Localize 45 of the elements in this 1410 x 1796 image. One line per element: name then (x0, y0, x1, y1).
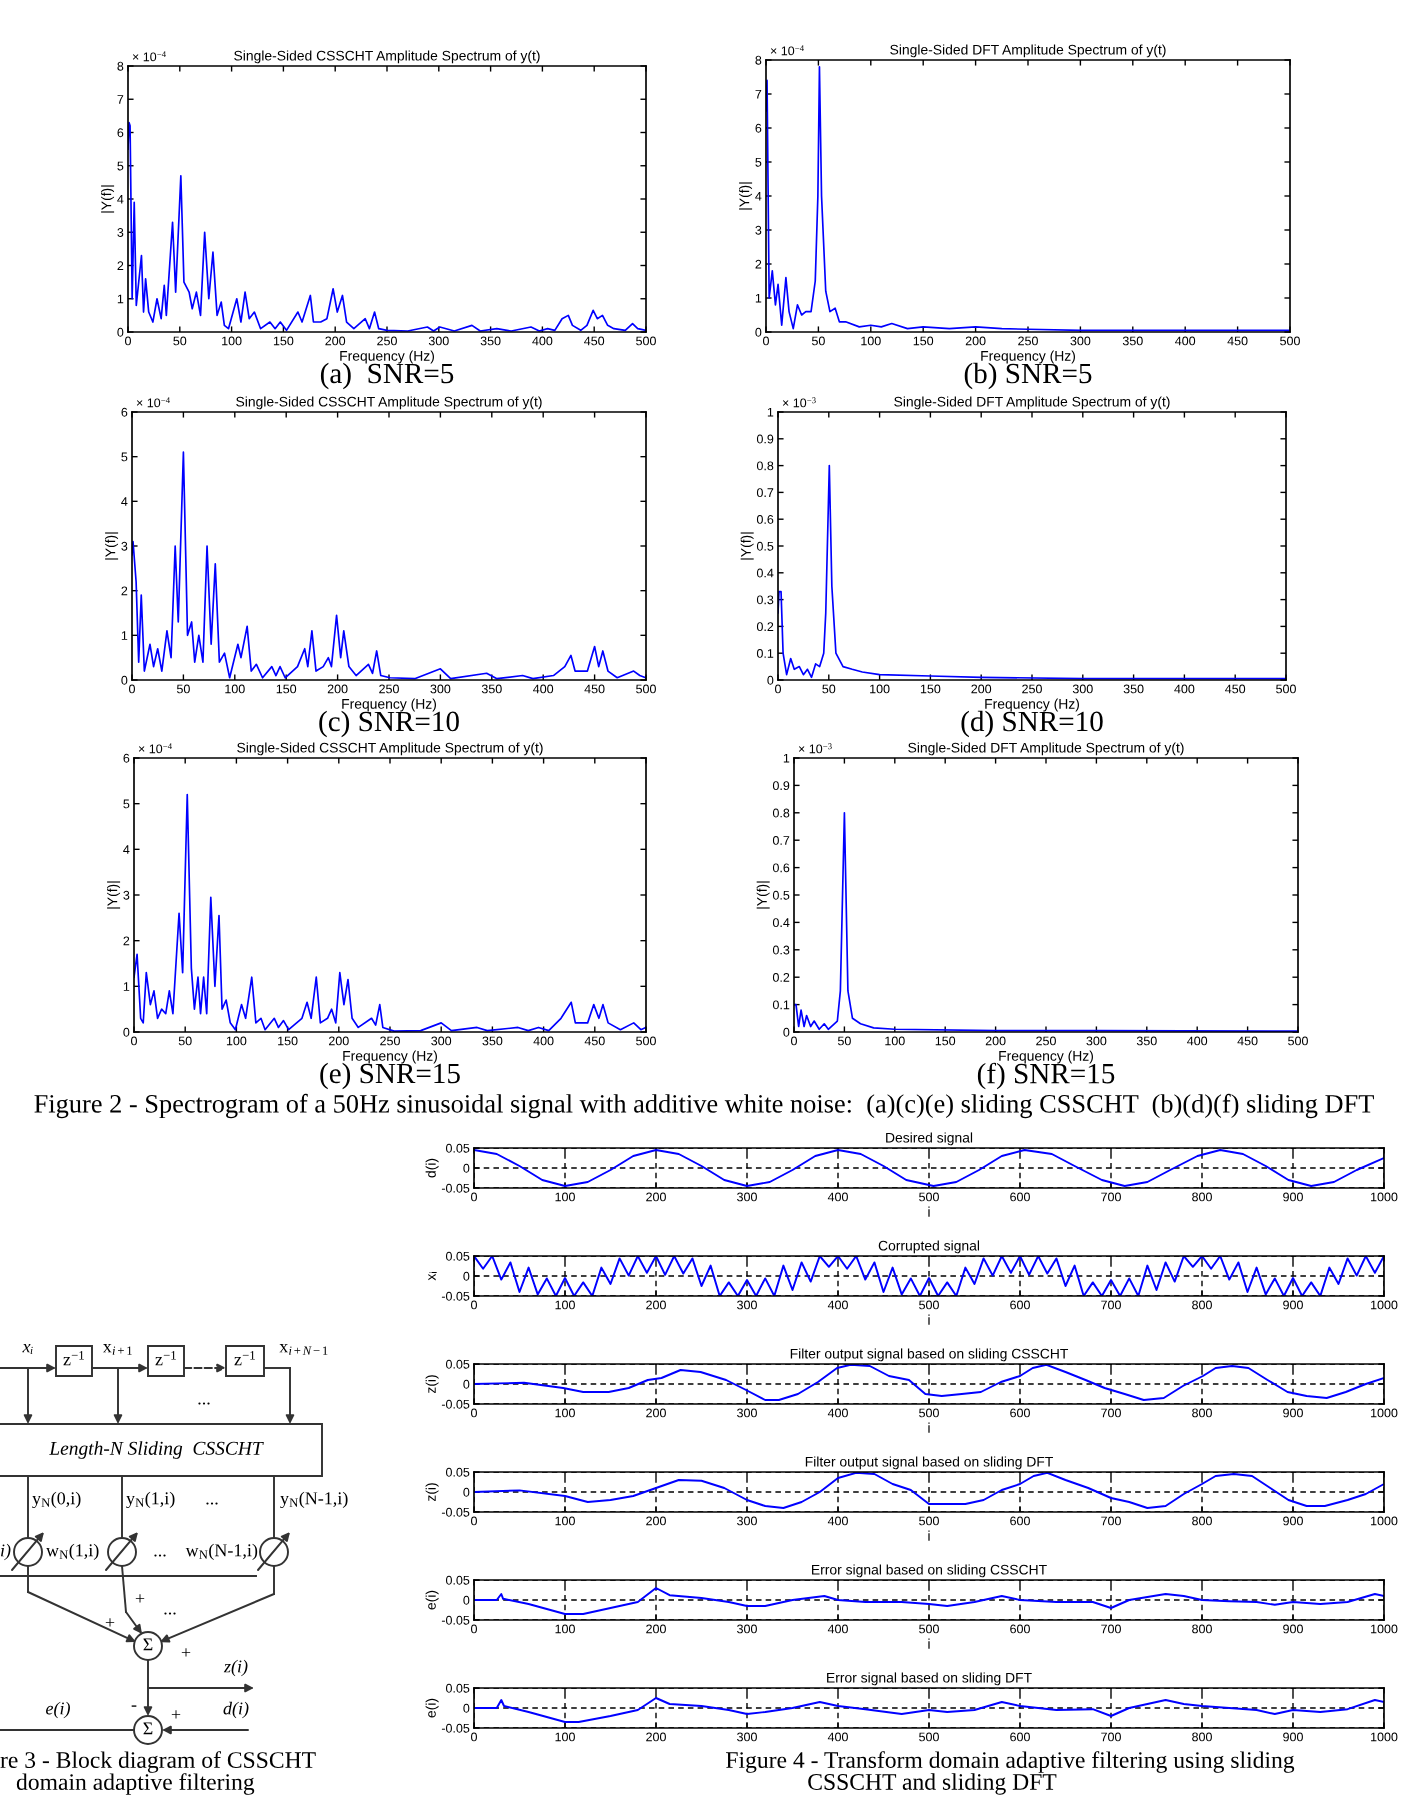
text: ... (198, 1402, 210, 1405)
text: z$^{−1}$ (155, 1351, 176, 1366)
text: (a) SNR=5 (320, 362, 454, 390)
text: domain adaptive filtering (16, 1773, 255, 1795)
text: (c) SNR=10 (319, 710, 459, 738)
text: z$^{−1}$ (63, 1351, 84, 1366)
text: ... (164, 1612, 176, 1615)
text: (f) SNR=15 (977, 1062, 1115, 1090)
text: Σ (143, 1722, 153, 1735)
text: z(i) (223, 1659, 248, 1677)
text: + (105, 1618, 115, 1627)
text: w$_{N}$(N-1,i) (185, 1543, 258, 1561)
text: y$_{N}$(0,i) (32, 1491, 81, 1509)
text: i) (1, 1543, 11, 1561)
text: + (181, 1648, 191, 1657)
line-series (474, 1364, 1384, 1401)
caption: Figure 2 - Spectrogram of a 50Hz sinusoidal signal with additive white noise: (a)(c)(e) sliding CSSCHT (b)(d)(f) sliding DFT (34, 1093, 1374, 1119)
text: CSSCHT and sliding DFT (808, 1773, 1057, 1795)
text: (d) SNR=10 (961, 710, 1103, 738)
text: x$_{i+1}$ (102, 1344, 132, 1355)
text: - (131, 1705, 137, 1707)
line-series (474, 1697, 1384, 1723)
text: z$^{−1}$ (234, 1351, 255, 1366)
text: (e) SNR=15 (320, 1062, 460, 1090)
text: e(i) (46, 1701, 70, 1719)
text: y$_{N}$(N-1,i) (280, 1491, 348, 1509)
text: ... (154, 1554, 166, 1557)
text: d(i) (223, 1701, 249, 1719)
text: ... (206, 1502, 218, 1505)
text: re 3 - Block diagram of CSSCHT (0, 1751, 316, 1773)
line-series (474, 1256, 1384, 1296)
line-series (766, 65, 1290, 332)
text: + (135, 1594, 145, 1603)
line-series (474, 1472, 1384, 1509)
text: xᵢ (22, 1344, 33, 1354)
line-series (474, 1587, 1384, 1615)
text: Σ (143, 1638, 153, 1651)
text: x$_{i+N−1}$ (279, 1344, 328, 1355)
text: + (171, 1710, 181, 1719)
text: w$_{N}$(1,i) (46, 1543, 99, 1561)
text: Length-N Sliding CSSCHT (49, 1441, 264, 1459)
text: (b) SNR=5 (964, 362, 1092, 390)
text: y$_{N}$(1,i) (126, 1491, 175, 1509)
caption: Figure 4 - Transform domain adaptive filtering using sliding (726, 1751, 1295, 1773)
line-series (474, 1149, 1384, 1187)
